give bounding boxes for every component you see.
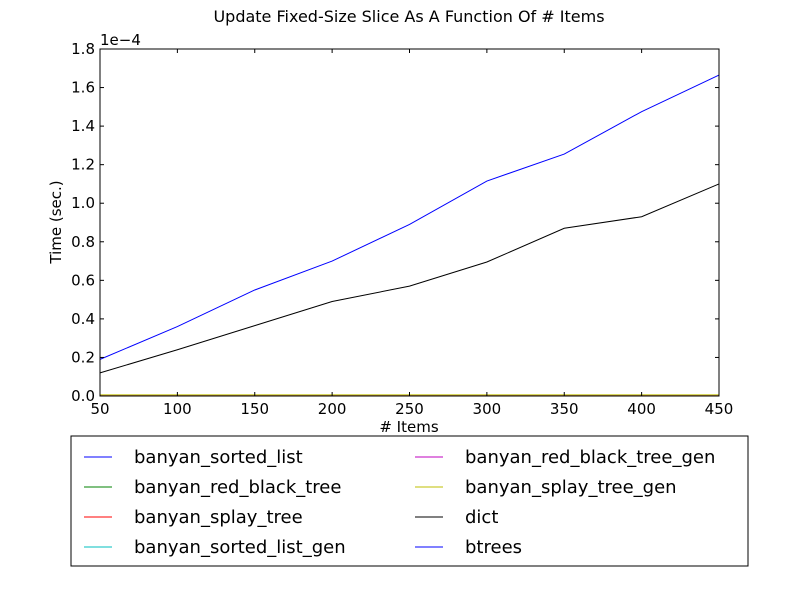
- legend-label: banyan_red_black_tree_gen: [465, 447, 715, 468]
- legend-label: banyan_sorted_list_gen: [134, 537, 346, 558]
- y-ticks: 0.0 0.2 0.4 0.6 0.8 1.0 1.2 1.4 1.6 1.8: [71, 40, 719, 405]
- y-tick-label: 1.8: [71, 40, 95, 58]
- x-ticks: 50 100 150 200 250 300 350 400 450: [90, 49, 733, 418]
- y-tick-label: 1.4: [71, 117, 95, 135]
- x-tick-label: 450: [705, 400, 734, 418]
- legend-item: btrees: [415, 537, 522, 558]
- y-tick-label: 0.2: [71, 348, 95, 366]
- x-tick-label: 400: [627, 400, 656, 418]
- x-tick-label: 300: [473, 400, 502, 418]
- legend-item: dict: [415, 507, 498, 528]
- x-tick-label: 250: [395, 400, 424, 418]
- y-tick-label: 0.0: [71, 387, 95, 405]
- legend-label: dict: [465, 507, 498, 528]
- chart-title: Update Fixed-Size Slice As A Function Of…: [213, 7, 604, 26]
- series-lines: [99, 74, 720, 396]
- legend-label: banyan_splay_tree_gen: [465, 477, 677, 498]
- y-tick-label: 1.0: [71, 194, 95, 212]
- x-tick-label: 200: [318, 400, 347, 418]
- x-tick-label: 150: [240, 400, 269, 418]
- x-tick-label: 100: [163, 400, 192, 418]
- y-axis-label: Time (sec.): [47, 180, 65, 264]
- x-tick-label: 350: [550, 400, 579, 418]
- y-tick-label: 1.2: [71, 156, 95, 174]
- legend-item: banyan_sorted_list_gen: [84, 537, 346, 558]
- legend-box: [70, 435, 749, 567]
- plot-area: 50 100 150 200 250 300 350 400 450 0.00.20.40.60…: [71, 40, 733, 418]
- legend-label: banyan_sorted_list: [134, 447, 303, 468]
- axes-frame: [99, 48, 720, 397]
- legend: banyan_sorted_listbanyan_red_black_treeb…: [70, 435, 749, 567]
- legend-label: btrees: [465, 537, 522, 558]
- y-tick-label: 0.8: [71, 233, 95, 251]
- legend-item: banyan_red_black_tree: [84, 477, 341, 498]
- legend-item: banyan_sorted_list: [84, 447, 303, 468]
- legend-item: banyan_red_black_tree_gen: [415, 447, 715, 468]
- y-tick-label: 1.6: [71, 79, 95, 97]
- legend-items: banyan_sorted_listbanyan_red_black_treeb…: [84, 447, 715, 558]
- x-axis-label: # Items: [379, 418, 438, 436]
- y-tick-label: 0.6: [71, 271, 95, 289]
- y-tick-label: 0.4: [71, 310, 95, 328]
- series-line-btrees: [99, 74, 720, 360]
- x-tick-label: 50: [90, 400, 109, 418]
- legend-item: banyan_splay_tree_gen: [415, 477, 677, 498]
- legend-label: banyan_splay_tree: [134, 507, 303, 528]
- y-offset-label: 1e−4: [100, 31, 141, 49]
- legend-item: banyan_splay_tree: [84, 507, 303, 528]
- series-line-dict: [99, 183, 720, 374]
- legend-label: banyan_red_black_tree: [134, 477, 341, 498]
